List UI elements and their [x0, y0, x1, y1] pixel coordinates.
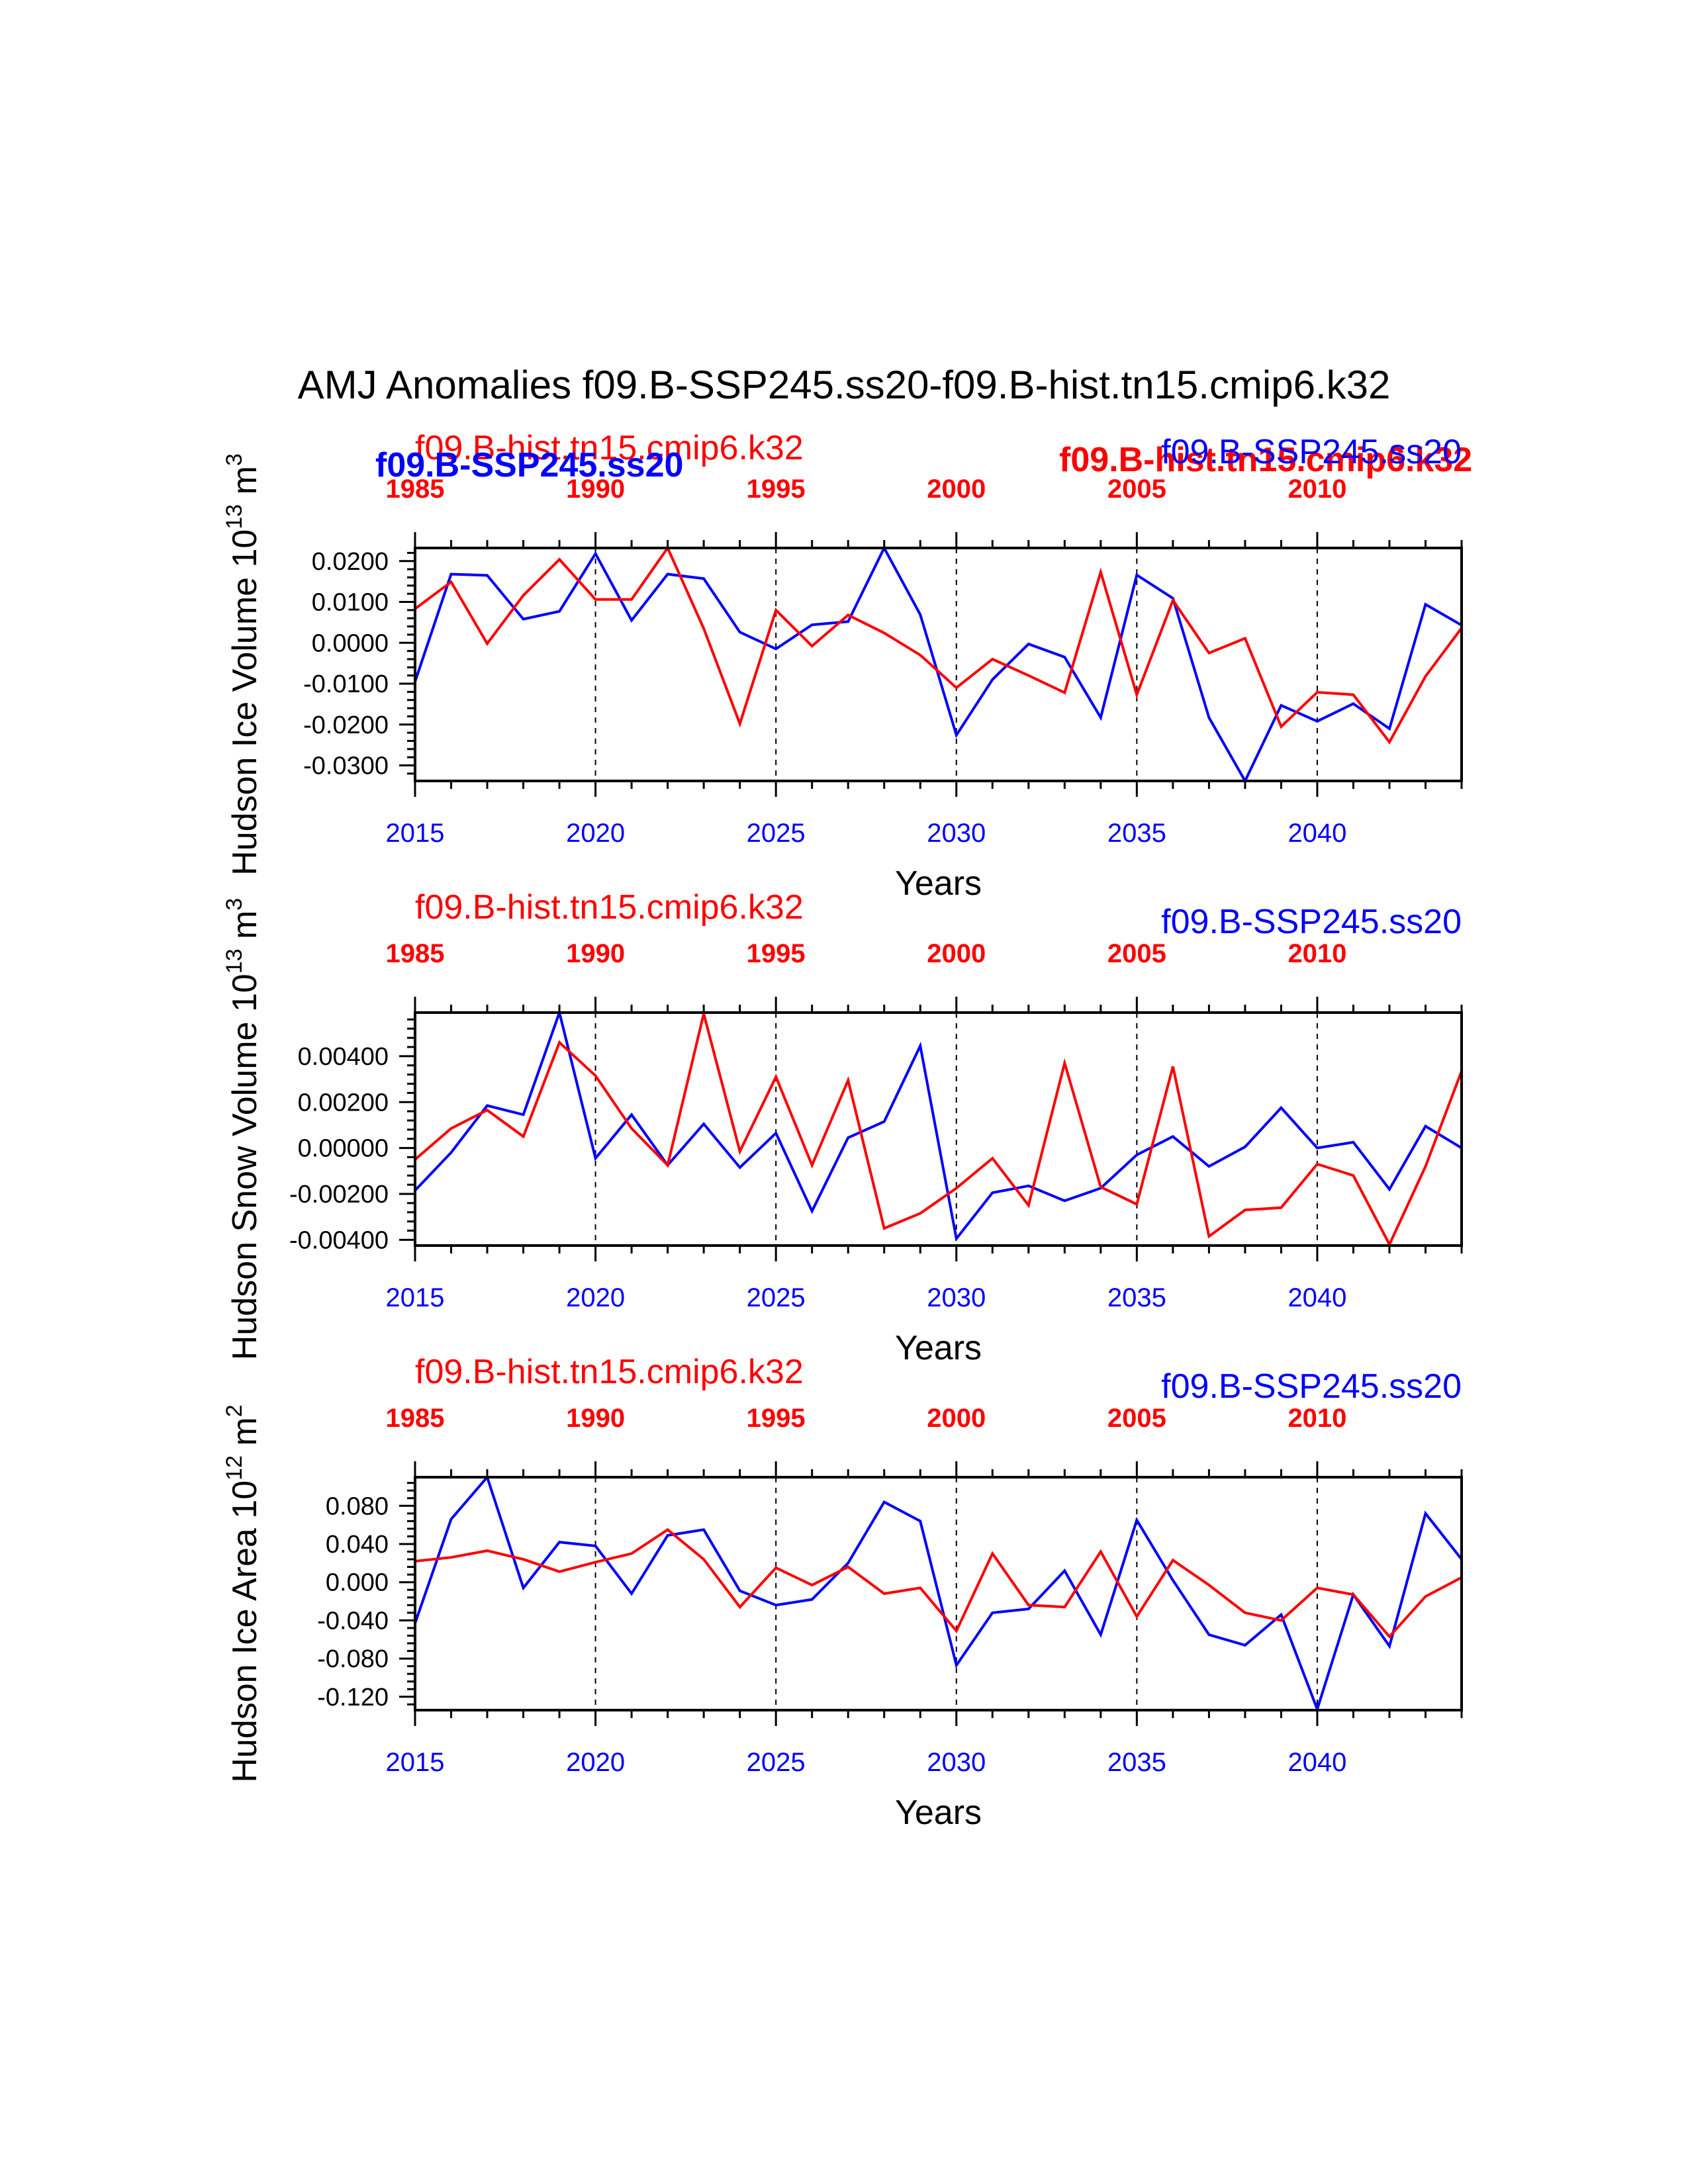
- y-tick-label: -0.00400: [289, 1226, 389, 1254]
- legend-hist-left: f09.B-hist.tn15.cmip6.k32: [415, 429, 804, 467]
- x-tick-label: 2015: [386, 819, 445, 848]
- panel-2: 2015 2020 2025 2030 2035 2040 1985 1990 1995 2000…: [222, 888, 1463, 1367]
- top-x-tick-label: 2010: [1288, 1404, 1346, 1433]
- top-x-tick-label: 1990: [566, 939, 625, 968]
- y-tick-label: 0.080: [326, 1492, 389, 1520]
- y-axis-label-part: Hudson Snow Volume 10: [226, 974, 264, 1360]
- x-tick-label: 2025: [747, 1283, 806, 1312]
- top-x-tick-label: 2010: [1288, 475, 1346, 504]
- figure-title: AMJ Anomalies f09.B-SSP245.ss20-f09.B-hi…: [298, 363, 1391, 407]
- y-axis-label: Hudson Ice Volume 1013 m3: [222, 453, 264, 876]
- x-axis-label: Years: [895, 1329, 982, 1367]
- top-x-tick-label: 1995: [747, 1404, 806, 1433]
- x-axis-label: Years: [895, 864, 982, 903]
- y-axis-label-exponent: 13: [222, 504, 247, 529]
- y-tick-label: 0.0200: [312, 548, 389, 576]
- y-axis-label-exponent: 2: [222, 1404, 247, 1417]
- top-x-tick-label: 1985: [386, 939, 445, 968]
- legend-ssp-right: f09.B-SSP245.ss20: [1161, 433, 1462, 471]
- legend-ssp-left: f09.B-SSP245.ss20: [375, 446, 683, 484]
- panel-3: 2015 2020 2025 2030 2035 2040 1985 1990 1995 2000…: [222, 1353, 1463, 1832]
- legend-hist: f09.B-hist.tn15.cmip6.k32: [415, 1353, 804, 1391]
- x-tick-label: 2040: [1288, 819, 1346, 848]
- series-line-hist: [414, 545, 1463, 745]
- y-axis-label-part: Hudson Ice Area 10: [226, 1480, 264, 1783]
- x-tick-label: 2040: [1288, 1748, 1346, 1777]
- y-tick-label: -0.080: [317, 1645, 389, 1673]
- x-tick-label: 2035: [1107, 1748, 1166, 1777]
- y-axis-label: Hudson Ice Area 1012 m2: [222, 1404, 264, 1782]
- y-axis-label-exponent: 3: [222, 898, 247, 911]
- y-tick-label: 0.0100: [312, 589, 389, 617]
- x-tick-label: 2025: [747, 819, 806, 848]
- x-tick-label: 2030: [927, 1283, 986, 1312]
- x-tick-label: 2020: [566, 819, 625, 848]
- y-axis-label-part: m: [226, 1417, 264, 1455]
- y-tick-label: 0.00400: [298, 1043, 389, 1071]
- y-axis-label-exponent: 3: [222, 453, 247, 466]
- top-x-tick-label: 2000: [927, 939, 986, 968]
- top-x-tick-label: 2005: [1107, 939, 1166, 968]
- y-tick-label: 0.000: [326, 1569, 389, 1597]
- series-line-ssp: [414, 1474, 1463, 1713]
- y-tick-label: -0.040: [317, 1607, 389, 1635]
- y-tick-label: 0.040: [326, 1531, 389, 1559]
- x-tick-label: 2025: [747, 1748, 806, 1777]
- series-line-hist: [414, 1527, 1462, 1639]
- series-line-ssp: [414, 1008, 1463, 1242]
- top-x-tick-label: 2010: [1288, 939, 1346, 968]
- top-x-tick-label: 1985: [386, 475, 445, 504]
- y-tick-label: -0.120: [317, 1684, 389, 1711]
- top-x-tick-label: 2000: [927, 475, 986, 504]
- y-tick-label: -0.0300: [303, 752, 389, 780]
- y-axis-label-exponent: 12: [222, 1455, 247, 1480]
- y-axis-label: Hudson Snow Volume 1013 m3: [222, 898, 264, 1360]
- y-axis-label-part: Hudson Ice Volume 10: [226, 529, 264, 876]
- legend-ssp: f09.B-SSP245.ss20: [1161, 1367, 1462, 1406]
- y-axis-label-part: m: [226, 911, 264, 949]
- legend-ssp: f09.B-SSP245.ss20: [1161, 903, 1462, 941]
- legend-hist-right: f09.B-hist.tn15.cmip6.k32: [1059, 441, 1472, 479]
- x-tick-label: 2020: [566, 1283, 625, 1312]
- y-tick-label: 0.0000: [312, 629, 389, 657]
- top-x-tick-label: 1995: [747, 475, 806, 504]
- plot-frame: [414, 1476, 1463, 1711]
- top-x-tick-label: 1985: [386, 1404, 445, 1433]
- top-x-tick-label: 2005: [1107, 1404, 1166, 1433]
- plot-frame: [414, 547, 1463, 782]
- series-line-hist: [414, 1013, 1463, 1248]
- legend-hist: f09.B-hist.tn15.cmip6.k32: [415, 888, 804, 927]
- x-tick-label: 2020: [566, 1748, 625, 1777]
- y-tick-label: 0.00200: [298, 1089, 389, 1116]
- series-line-ssp: [414, 545, 1463, 784]
- y-axis-label-part: m: [226, 466, 264, 504]
- top-x-tick-label: 2000: [927, 1404, 986, 1433]
- x-tick-label: 2035: [1107, 1283, 1166, 1312]
- panel-1: 2015 2020 2025 2030 2035 2040 1985 1990 1995 2000…: [222, 429, 1472, 903]
- x-tick-label: 2035: [1107, 819, 1166, 848]
- y-tick-label: -0.0200: [303, 711, 389, 739]
- x-tick-label: 2015: [386, 1283, 445, 1312]
- x-tick-label: 2015: [386, 1748, 445, 1777]
- top-x-tick-label: 1995: [747, 939, 806, 968]
- y-tick-label: 0.00000: [298, 1135, 389, 1163]
- y-tick-label: -0.0100: [303, 670, 389, 698]
- panels: 2015 2020 2025 2030 2035 2040 1985 1990 1995 2000…: [222, 429, 1472, 1832]
- top-x-tick-label: 1990: [566, 475, 625, 504]
- x-axis-label: Years: [895, 1794, 982, 1832]
- x-tick-label: 2040: [1288, 1283, 1346, 1312]
- top-x-tick-label: 1990: [566, 1404, 625, 1433]
- y-tick-label: -0.00200: [289, 1181, 389, 1208]
- x-tick-label: 2030: [927, 1748, 986, 1777]
- top-x-tick-label: 2005: [1107, 475, 1166, 504]
- x-tick-label: 2030: [927, 819, 986, 848]
- y-axis-label-exponent: 13: [222, 948, 247, 974]
